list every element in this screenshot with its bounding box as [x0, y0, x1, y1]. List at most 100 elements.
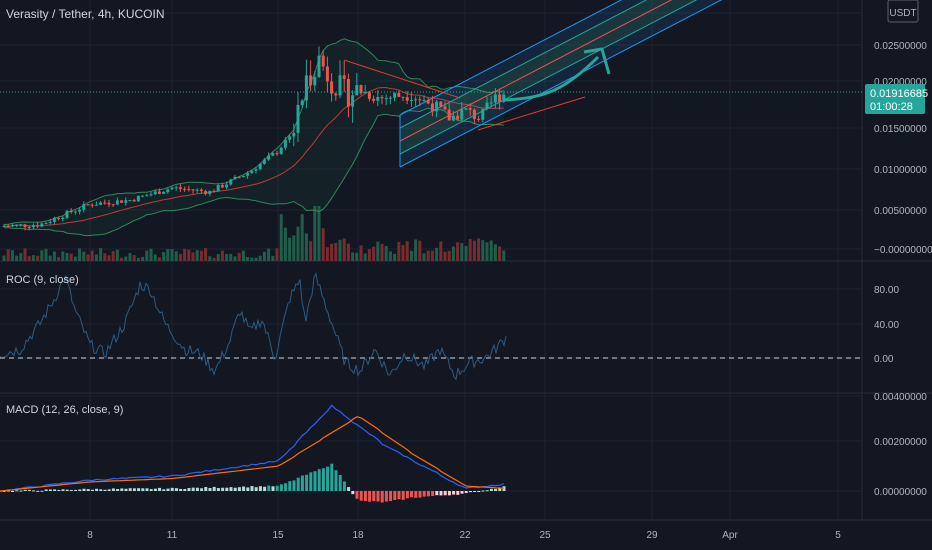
- currency-badge[interactable]: [887, 0, 919, 23]
- macd-histogram-bar: [439, 491, 443, 496]
- volume-bar: [15, 255, 19, 261]
- volume-bar: [489, 240, 493, 261]
- candle-body: [157, 191, 161, 194]
- macd-title[interactable]: MACD (12, 26, close, 9): [6, 404, 123, 416]
- macd-histogram-bar: [431, 491, 435, 497]
- candle-body: [418, 99, 422, 101]
- candle-body: [288, 136, 292, 140]
- candle-body: [254, 169, 258, 171]
- candle-body: [304, 75, 308, 101]
- candle-body: [23, 224, 27, 227]
- volume-bar: [237, 252, 241, 261]
- macd-line: [0, 404, 505, 493]
- candle-body: [367, 92, 371, 99]
- roc-axis[interactable]: 80.00 40.00 0.00: [874, 285, 899, 365]
- macd-axis[interactable]: 0.00400000 0.00200000 0.00000000: [874, 392, 927, 498]
- macd-histogram-bar: [481, 490, 485, 492]
- candle-body: [346, 78, 350, 107]
- volume-bar: [170, 249, 174, 261]
- volume-bar: [178, 253, 182, 261]
- candle-body: [36, 225, 40, 227]
- macd-histogram-bar: [494, 488, 498, 491]
- candle-body: [384, 98, 388, 100]
- candle-body: [485, 102, 489, 109]
- macd-histogram-bar: [107, 489, 111, 491]
- macd-histogram-bar: [229, 487, 233, 491]
- macd-histogram-bar: [326, 466, 330, 491]
- macd-histogram-bar: [233, 487, 237, 491]
- candle-body: [380, 97, 384, 99]
- candle-body: [258, 163, 262, 170]
- time-axis-label: 25: [539, 530, 551, 541]
- macd-histogram-bar: [32, 490, 36, 492]
- candle-body: [2, 226, 6, 228]
- time-axis-label: 5: [835, 530, 841, 541]
- macd-histogram-bar: [137, 488, 141, 491]
- roc-title[interactable]: ROC (9, close): [6, 274, 79, 286]
- candle-body: [502, 94, 506, 102]
- candle-body: [65, 210, 69, 218]
- volume-bar: [338, 239, 342, 261]
- macd-histogram-bar: [410, 491, 414, 498]
- macd-histogram-bar: [305, 474, 309, 491]
- macd-histogram-bar: [426, 491, 430, 497]
- candle-body: [57, 218, 61, 220]
- candle-body: [73, 211, 77, 213]
- support-line[interactable]: [477, 96, 586, 131]
- candle-body: [493, 94, 497, 103]
- candle-body: [208, 190, 212, 194]
- volume-bar: [153, 254, 157, 261]
- macd-histogram-bar: [380, 491, 384, 503]
- candle-body: [321, 55, 325, 67]
- candle-body: [204, 190, 208, 194]
- macd-histogram-bar: [447, 491, 451, 496]
- volume-bar: [124, 256, 128, 261]
- candle-body: [300, 100, 304, 106]
- price-axis[interactable]: 0.02500000 0.02000000 0.01500000 0.01000000…: [874, 41, 932, 256]
- candle-body: [90, 204, 94, 206]
- symbol-title[interactable]: Verasity / Tether, 4h, KUCOIN: [6, 7, 165, 21]
- candle-body: [19, 224, 23, 226]
- candle-body: [191, 189, 195, 191]
- volume-bar: [271, 255, 275, 261]
- bollinger-lower-line: [3, 107, 504, 237]
- volume-bar: [351, 252, 355, 261]
- macd-histogram-bar: [187, 488, 191, 491]
- volume-bar: [220, 250, 224, 261]
- macd-histogram-bar: [368, 491, 372, 502]
- volume-bar: [330, 243, 334, 261]
- candle-body: [103, 202, 107, 204]
- macd-histogram-bar: [158, 487, 162, 491]
- trend-line[interactable]: [343, 59, 461, 99]
- candle-body: [52, 218, 56, 222]
- candle-body: [317, 55, 321, 78]
- candle-body: [145, 195, 149, 197]
- volume-bar: [267, 248, 271, 261]
- candle-body: [237, 176, 241, 178]
- volume-bar: [372, 246, 376, 261]
- candle-body: [99, 202, 103, 205]
- volume-bar: [283, 227, 287, 261]
- volume-bar: [145, 250, 149, 261]
- macd-histogram-bar: [464, 491, 468, 494]
- volume-bar: [19, 253, 23, 261]
- grid: [0, 0, 862, 520]
- projection-arrow[interactable]: [504, 55, 600, 102]
- macd-histogram-bar: [153, 488, 157, 491]
- macd-histogram-bar: [99, 489, 103, 491]
- volume-bar: [61, 251, 65, 261]
- volume-bar: [2, 255, 6, 261]
- time-axis[interactable]: 8 11 15 18 22 25 29 Apr 5: [87, 530, 841, 541]
- volume-bar: [82, 251, 86, 261]
- projection-arrowhead[interactable]: [583, 47, 611, 75]
- volume-bar: [120, 257, 124, 261]
- candle-body: [414, 99, 418, 101]
- candle-body: [355, 85, 359, 96]
- macd-histogram-bar: [397, 491, 401, 500]
- volume-bar: [367, 249, 371, 261]
- macd-histogram-bar: [460, 491, 464, 494]
- volume-bar: [342, 238, 346, 261]
- macd-histogram-bar: [195, 487, 199, 491]
- candlesticks: [2, 46, 506, 231]
